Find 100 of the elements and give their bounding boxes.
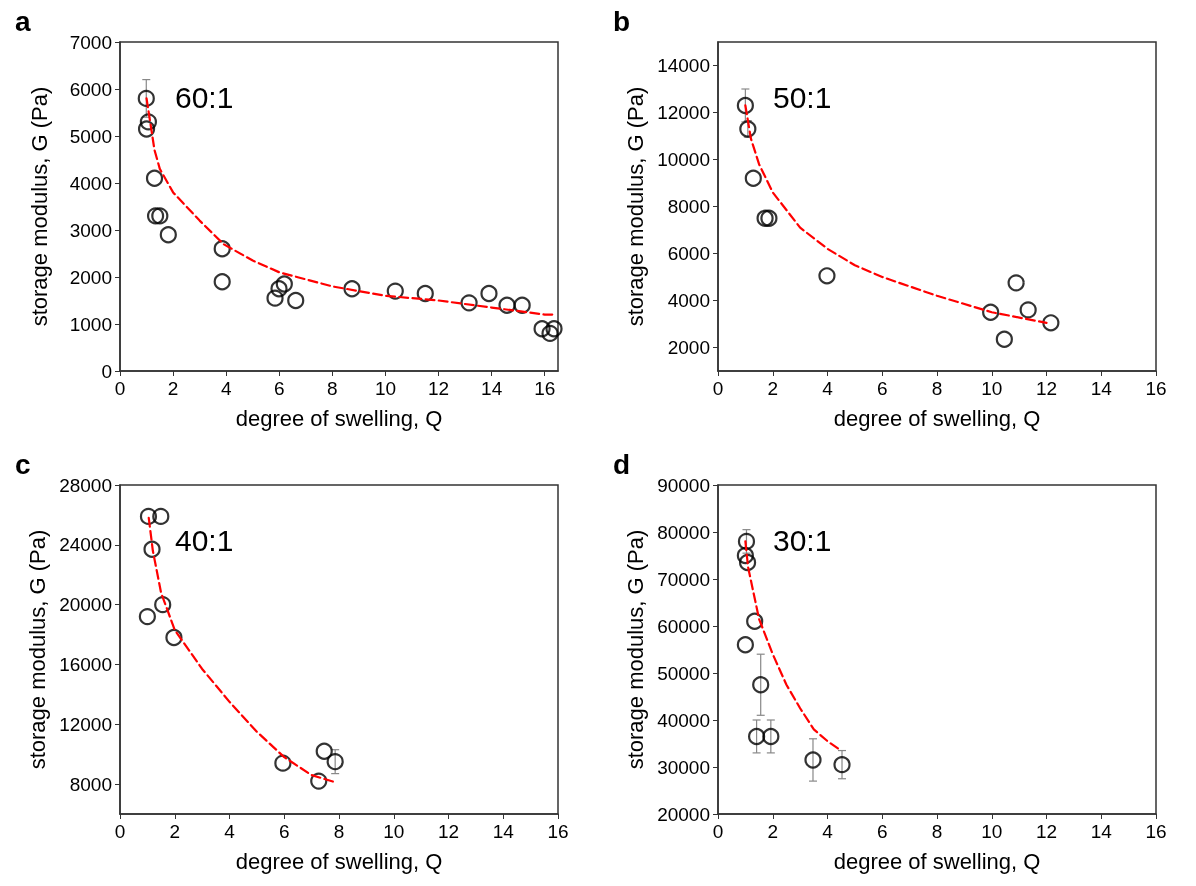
x-tick-label: 6 [273,378,285,399]
point [146,207,165,225]
x-tick-label: 14 [492,821,515,842]
point [145,169,164,187]
point [152,507,170,525]
point [752,676,770,694]
point [315,742,333,760]
point [533,320,551,338]
point [748,727,766,746]
x-tick-label: 0 [114,821,126,842]
point [386,282,404,300]
y-tick-label: 1000 [69,313,112,335]
y-tick-label: 5000 [69,125,112,147]
x-tick-label: 10 [374,378,397,399]
annotation: 30:1 [773,523,832,557]
y-tick-label: 70000 [657,568,710,590]
x-axis-title: degree of swelling, Q [235,848,443,874]
point [270,280,288,298]
point [213,273,231,291]
x-tick-label: 8 [327,378,338,399]
point [513,296,531,314]
point [137,89,155,107]
y-tick-label: 24000 [59,534,112,556]
x-tick-label: 16 [534,378,556,399]
point [762,727,780,746]
point [151,207,169,225]
x-tick-label: 16 [1145,821,1167,842]
y-tick-label: 60000 [657,615,710,637]
x-tick-label: 8 [931,378,943,399]
x-axis-title: degree of swelling, Q [235,405,443,431]
y-axis-title: storage modulus, G (Pa) [622,86,648,327]
point [995,330,1013,348]
x-tick-label: 16 [547,821,569,842]
x-tick-label: 6 [278,821,290,842]
point [416,284,434,303]
point [736,96,754,115]
y-tick-label: 20000 [59,594,112,616]
y-tick-label: 4000 [69,172,112,194]
x-tick-label: 16 [1145,378,1167,399]
x-tick-label: 10 [981,378,1003,399]
x-tick-label: 8 [333,821,345,842]
point [982,303,1000,321]
point [746,612,764,630]
x-axis-title: degree of swelling, Q [833,848,1041,874]
y-tick-label: 0 [101,360,112,382]
point [756,209,774,227]
y-tick-label: 2000 [69,266,112,288]
point [744,169,762,187]
point [139,113,157,131]
point [760,209,778,227]
point [498,296,516,314]
y-tick-label: 80000 [657,521,710,543]
chart-title: a [15,5,31,37]
point [804,751,822,769]
point [737,532,756,550]
point [274,754,292,772]
point [213,240,231,258]
y-tick-label: 4000 [667,290,710,311]
x-tick-label: 2 [767,378,779,399]
point [139,507,158,525]
y-axis-title: storage modulus, G (Pa) [622,529,648,770]
y-tick-label: 40000 [657,709,710,731]
point [833,756,851,774]
chart-title: d [613,448,631,480]
x-tick-label: 0 [712,378,724,399]
y-tick-label: 50000 [657,662,710,684]
x-tick-label: 12 [1035,821,1058,842]
point [541,324,559,342]
point [287,291,305,310]
y-tick-label: 12000 [657,102,710,123]
chart-title: b [613,5,631,37]
y-tick-label: 16000 [59,653,112,675]
x-tick-label: 10 [981,821,1003,842]
annotation: 40:1 [175,523,234,557]
x-tick-label: 4 [822,821,834,842]
x-tick-label: 0 [712,821,724,842]
point [275,275,293,293]
y-tick-label: 6000 [667,243,710,264]
y-tick-label: 8000 [667,196,710,217]
x-tick-label: 0 [114,378,126,399]
point [159,226,177,244]
point [1042,314,1060,332]
point [1007,274,1025,292]
y-tick-label: 30000 [657,756,710,778]
y-tick-label: 14000 [657,55,710,76]
y-tick-label: 12000 [59,713,112,735]
point [154,596,172,614]
x-tick-label: 2 [169,821,181,842]
point [137,120,156,138]
point [310,772,328,790]
point [738,553,757,572]
point [818,267,836,285]
chart-title: c [15,448,31,480]
x-tick-label: 6 [876,378,888,399]
point [460,294,478,312]
x-tick-label: 8 [931,821,943,842]
x-tick-label: 6 [876,821,888,842]
x-tick-label: 14 [1090,378,1113,399]
y-tick-label: 28000 [59,474,112,496]
point [165,628,183,647]
